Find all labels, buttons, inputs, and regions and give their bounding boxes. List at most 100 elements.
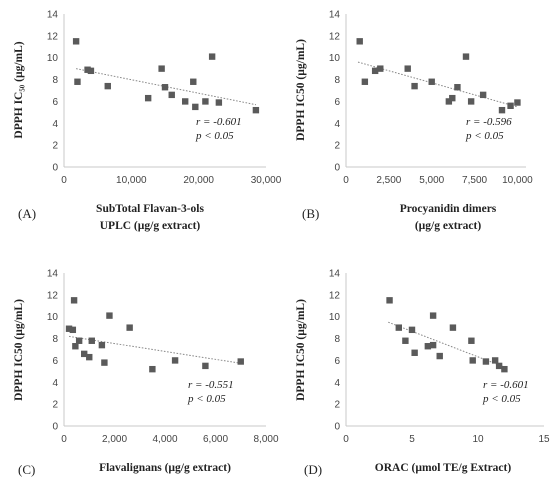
data-point <box>215 99 223 106</box>
panel-label: (A) <box>18 206 36 221</box>
y-axis-title: DPPH IC50 (µg/mL) <box>295 39 307 141</box>
x-tick-label: 6,000 <box>203 434 228 445</box>
data-point <box>402 337 409 344</box>
y-tick-label: 2 <box>52 141 58 152</box>
y-tick-label: 4 <box>334 378 340 389</box>
data-point <box>514 99 521 106</box>
data-point <box>149 365 156 373</box>
data-point <box>86 353 93 361</box>
data-point <box>411 349 418 356</box>
trendline <box>388 321 508 369</box>
x-tick-label: 8,000 <box>253 434 278 445</box>
data-point <box>429 341 437 349</box>
y-tick-label: 10 <box>329 53 341 64</box>
panel-label: (D) <box>304 462 322 477</box>
r-value-label: r = -0.596 <box>466 116 512 128</box>
x-tick-label: 5,000 <box>419 175 444 186</box>
data-point <box>356 38 363 45</box>
y-tick-label: 0 <box>52 422 58 433</box>
x-tick-label: 0 <box>343 175 349 186</box>
data-point <box>445 98 453 105</box>
data-point <box>482 358 490 365</box>
x-tick-label: 0 <box>61 175 67 186</box>
data-point <box>81 350 88 358</box>
y-tick-label: 14 <box>47 269 59 280</box>
y-tick-label: 8 <box>334 334 340 345</box>
y-tick-label: 6 <box>334 356 340 367</box>
y-tick-label: 14 <box>329 269 341 280</box>
p-value-label: p < 0.05 <box>195 130 234 142</box>
y-tick-label: 12 <box>47 31 59 42</box>
trendline <box>68 335 244 365</box>
data-point <box>208 53 216 60</box>
x-tick-label: 20,000 <box>183 175 214 186</box>
data-point <box>182 98 189 105</box>
x-axis-title: ORAC (µmol TE/g Extract) <box>375 462 512 474</box>
data-point <box>126 324 133 331</box>
data-point <box>479 91 487 99</box>
data-point <box>404 65 411 72</box>
x-axis-title: Flavalignans (µg/g extract) <box>99 462 231 474</box>
data-point <box>501 365 508 373</box>
scatter-panel-a: 0 2 4 6 8 10 12 14 0 10,000 20,000 30,000 r = -0.601… <box>13 10 282 233</box>
y-tick-label: 2 <box>52 400 58 411</box>
y-tick-label: 12 <box>329 31 341 42</box>
x-tick-label: 0 <box>61 434 67 445</box>
y-tick-label: 4 <box>334 119 340 130</box>
x-tick-label: 2,000 <box>102 434 127 445</box>
data-point <box>454 84 461 91</box>
data-point <box>462 53 470 60</box>
scatter-panel-c: 0 2 4 6 8 10 12 14 0 2,000 4,000 6,000 8,000 r = -0.5… <box>13 269 279 478</box>
data-point <box>468 337 475 344</box>
data-point <box>424 343 432 350</box>
data-point <box>395 324 402 331</box>
x-axis-title: SubTotal Flavan-3-ols <box>96 203 204 215</box>
r-value-label: r = -0.601 <box>483 379 529 391</box>
data-point <box>84 66 91 73</box>
data-point <box>408 326 416 334</box>
data-point <box>429 312 437 319</box>
data-point <box>106 312 113 319</box>
data-point <box>449 324 457 331</box>
x-axis-title: Procyanidin dimers <box>400 203 497 215</box>
data-point <box>202 98 209 105</box>
data-point <box>72 38 80 45</box>
data-point <box>161 84 169 91</box>
data-point <box>469 357 476 364</box>
y-tick-label: 0 <box>334 422 340 433</box>
x-tick-label: 15 <box>538 434 550 445</box>
data-point <box>158 65 165 72</box>
data-point <box>507 102 514 109</box>
data-point <box>104 82 111 90</box>
data-point <box>495 362 503 370</box>
data-point <box>411 82 418 90</box>
data-point <box>87 67 95 75</box>
data-point <box>98 341 106 349</box>
data-point <box>144 94 152 102</box>
y-tick-label: 8 <box>334 75 340 86</box>
x-tick-label: 0 <box>343 434 349 445</box>
y-tick-label: 6 <box>52 356 58 367</box>
data-point <box>498 106 506 114</box>
y-tick-label: 14 <box>47 10 59 21</box>
y-tick-label: 0 <box>334 163 340 174</box>
data-point <box>88 337 95 344</box>
x-tick-label: 10 <box>472 434 484 445</box>
r-value-label: r = -0.551 <box>188 379 234 391</box>
y-tick-label: 14 <box>329 10 341 21</box>
y-axis-title: DPPH IC₅₀ (µg/mL) <box>13 41 25 138</box>
data-point <box>449 94 456 102</box>
scatter-panel-b: 0 2 4 6 8 10 12 14 0 2,500 5,000 7,500 10,000 r = -0.… <box>295 10 533 233</box>
p-value-label: p < 0.05 <box>482 393 521 405</box>
data-point <box>190 78 197 85</box>
data-point <box>491 357 499 364</box>
data-point <box>377 65 384 72</box>
y-axis-title: DPPH IC50 (µg/mL) <box>13 299 25 401</box>
y-tick-label: 6 <box>334 97 340 108</box>
data-point <box>467 98 475 105</box>
x-tick-label: 10,000 <box>502 175 533 186</box>
panel-label: (B) <box>302 206 319 221</box>
data-point <box>101 359 108 366</box>
data-point <box>74 78 81 85</box>
